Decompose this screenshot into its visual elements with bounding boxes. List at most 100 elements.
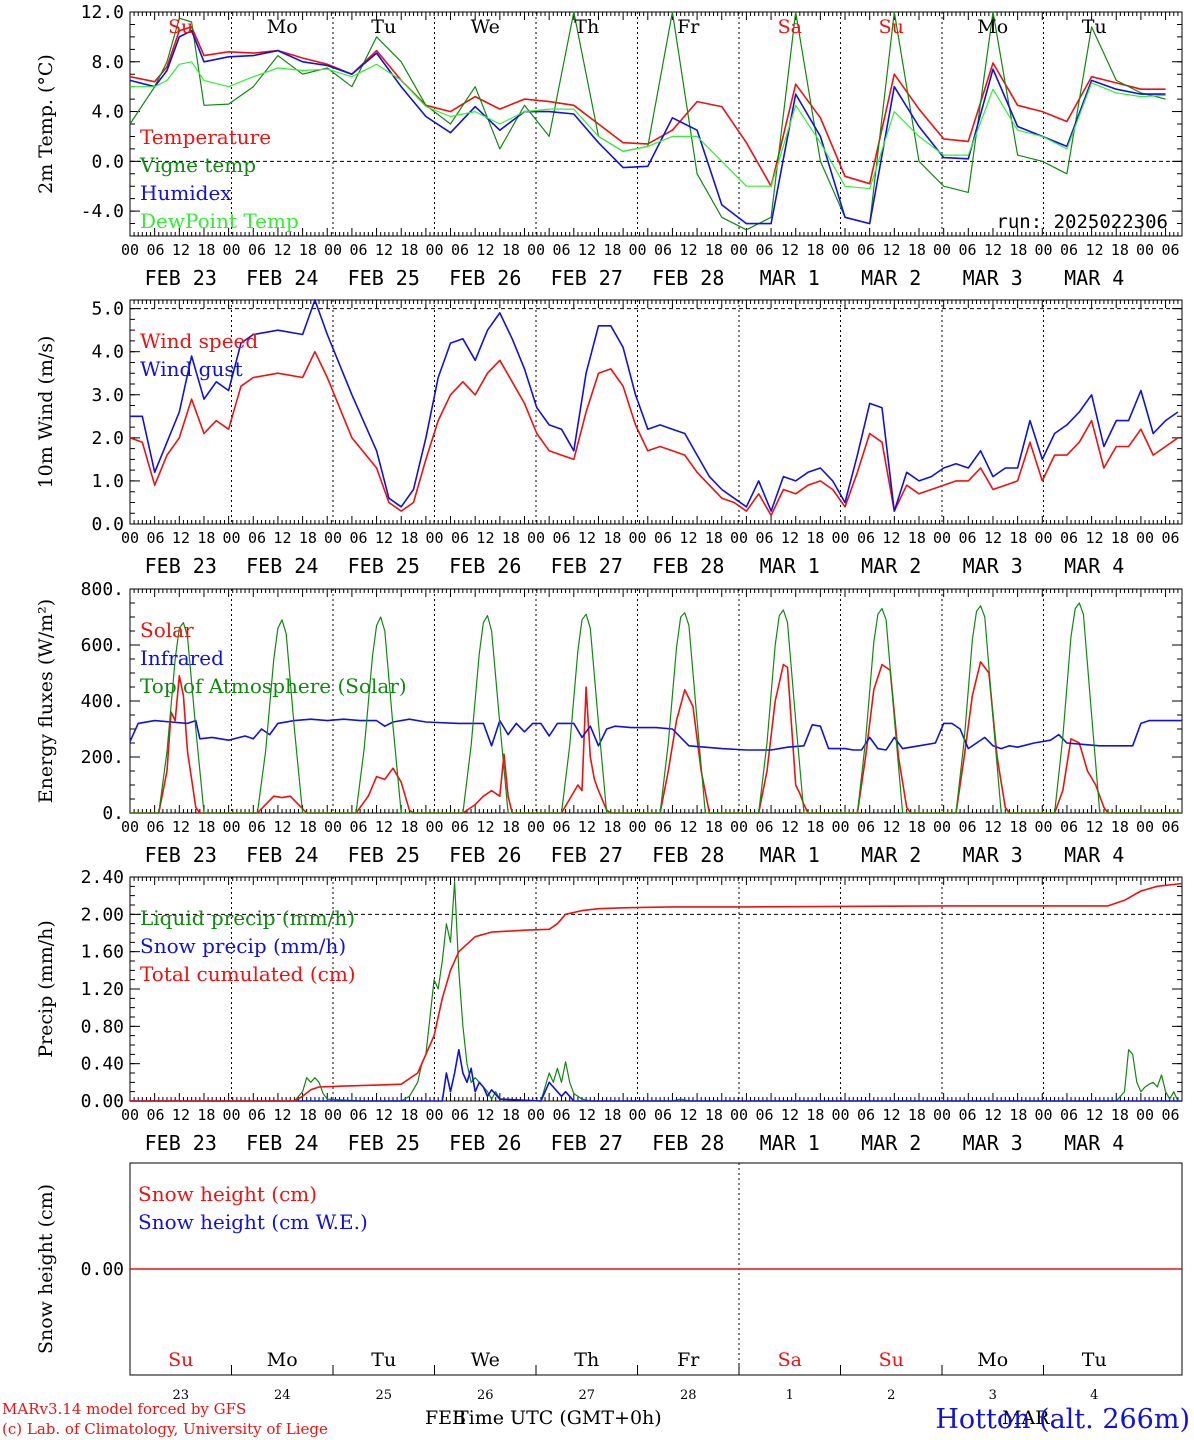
x-hour-tick: 12: [172, 529, 190, 547]
x-date-label: FEB 25: [348, 266, 420, 290]
top-day-label: Tu: [371, 16, 396, 38]
x-hour-tick: 00: [1136, 529, 1154, 547]
y-tick-label: 4.0: [91, 102, 124, 123]
bottom-day-label: Fr: [677, 1349, 700, 1371]
x-hour-tick: 06: [958, 529, 976, 547]
x-hour-tick: 18: [400, 529, 418, 547]
y-tick-label: 200.: [81, 747, 124, 768]
x-hour-tick: 00: [730, 241, 748, 259]
x-hour-tick: 18: [603, 241, 621, 259]
y-axis-label: 10m Wind (m/s): [35, 336, 57, 489]
footer-mar-label: MAR: [1002, 1407, 1050, 1429]
x-minor-ticks: [129, 877, 1183, 1101]
series-temperature: [129, 26, 1166, 187]
x-date-label: FEB 26: [449, 266, 521, 290]
bottom-day-label: We: [471, 1349, 500, 1371]
x-hour-tick: 12: [781, 241, 799, 259]
x-hour-tick: 06: [248, 818, 266, 836]
bottom-day-number: 28: [680, 1388, 697, 1403]
top-day-label: Su: [879, 16, 904, 38]
x-hour-tick: 18: [908, 1106, 926, 1124]
x-hour-tick: 18: [197, 818, 215, 836]
x-hour-tick: 00: [933, 529, 951, 547]
x-hour-tick: 12: [1085, 241, 1103, 259]
x-hour-tick: 12: [476, 1106, 494, 1124]
x-hour-tick: 12: [273, 818, 291, 836]
x-hour-tick: 06: [552, 818, 570, 836]
x-hour-tick: 00: [222, 241, 240, 259]
y-minor-ticks: [130, 308, 1182, 525]
x-hour-tick: 18: [299, 1106, 317, 1124]
bottom-day-number: 4: [1090, 1388, 1098, 1403]
x-hour-tick: 18: [908, 241, 926, 259]
x-hour-tick: 06: [349, 1106, 367, 1124]
x-hour-tick: 06: [1161, 1106, 1179, 1124]
panel-3: 0. 200. 400. 600. 800. Energy fluxes (W/m²) So…: [35, 579, 1183, 867]
x-hour-tick: 12: [882, 818, 900, 836]
x-hour-tick: 06: [451, 241, 469, 259]
x-hour-tick: 12: [679, 818, 697, 836]
x-hour-tick: 06: [857, 1106, 875, 1124]
x-hour-tick: 18: [502, 818, 520, 836]
legend-entry: Liquid precip (mm/h): [140, 906, 355, 930]
x-hour-tick: 06: [654, 818, 672, 836]
legend-entry: Temperature: [140, 125, 271, 149]
x-hour-tick: 12: [578, 818, 596, 836]
x-hour-tick: 00: [628, 529, 646, 547]
x-hour-tick: 18: [1009, 241, 1027, 259]
x-date-label: MAR 4: [1064, 266, 1124, 290]
x-date-label: MAR 4: [1064, 554, 1124, 578]
x-minor-ticks: [129, 589, 1183, 813]
x-date-label: FEB 24: [246, 1131, 318, 1155]
y-axis-label: Precip (mm/h): [35, 920, 57, 1058]
y-tick-label: 1.0: [91, 471, 124, 492]
x-hour-tick: 00: [527, 818, 545, 836]
x-date-label: FEB 26: [449, 554, 521, 578]
x-hour-tick: 06: [958, 818, 976, 836]
x-hour-tick: 00: [933, 241, 951, 259]
y-tick-label: 5.0: [91, 299, 124, 320]
y-tick-label: 0.40: [81, 1054, 124, 1075]
x-hour-tick: 18: [502, 529, 520, 547]
series-humidex: [129, 29, 1166, 225]
x-hour-tick: 00: [730, 818, 748, 836]
x-axis-label: Time UTC (GMT+0h): [456, 1407, 662, 1429]
legend-entry: DewPoint Temp: [140, 209, 299, 233]
x-hour-tick: 18: [400, 1106, 418, 1124]
x-date-label: MAR 4: [1064, 843, 1124, 867]
x-hour-tick: 12: [375, 818, 393, 836]
x-date-label: MAR 1: [760, 554, 820, 578]
legend-entry: Snow precip (mm/h): [140, 934, 346, 958]
x-hour-tick: 12: [1085, 529, 1103, 547]
x-hour-tick: 00: [425, 529, 443, 547]
x-hour-tick: 00: [628, 1106, 646, 1124]
x-hour-tick: 00: [527, 241, 545, 259]
x-hour-tick: 12: [781, 818, 799, 836]
y-tick-label: 600.: [81, 635, 124, 656]
legend-entry: Infrared: [140, 646, 224, 670]
x-hour-tick: 00: [527, 1106, 545, 1124]
x-date-label: MAR 3: [963, 266, 1023, 290]
y-axis-label: Energy fluxes (W/m²): [35, 599, 57, 803]
x-hour-tick: 00: [831, 1106, 849, 1124]
legend-entry: Wind gust: [140, 357, 243, 381]
x-date-label: FEB 23: [145, 266, 217, 290]
run-label: run: 2025022306: [996, 211, 1168, 233]
x-hour-tick: 18: [806, 241, 824, 259]
y-tick-label: 400.: [81, 691, 124, 712]
x-date-label: FEB 24: [246, 843, 318, 867]
x-hour-tick: 18: [1009, 818, 1027, 836]
x-date-label: FEB 23: [145, 843, 217, 867]
x-hour-tick: 18: [1111, 241, 1129, 259]
x-hour-tick: 06: [146, 241, 164, 259]
x-date-label: FEB 28: [652, 1131, 724, 1155]
x-hour-tick: 06: [451, 818, 469, 836]
x-hour-tick: 18: [705, 818, 723, 836]
panel-2: 0.0 1.0 2.0 3.0 4.0 5.0 10m Wind (m/s) Wind spe…: [35, 299, 1183, 578]
x-hour-tick: 12: [172, 241, 190, 259]
x-hour-tick: 12: [273, 241, 291, 259]
x-date-label: MAR 3: [963, 554, 1023, 578]
x-hour-tick: 12: [476, 818, 494, 836]
x-hour-tick: 12: [578, 241, 596, 259]
